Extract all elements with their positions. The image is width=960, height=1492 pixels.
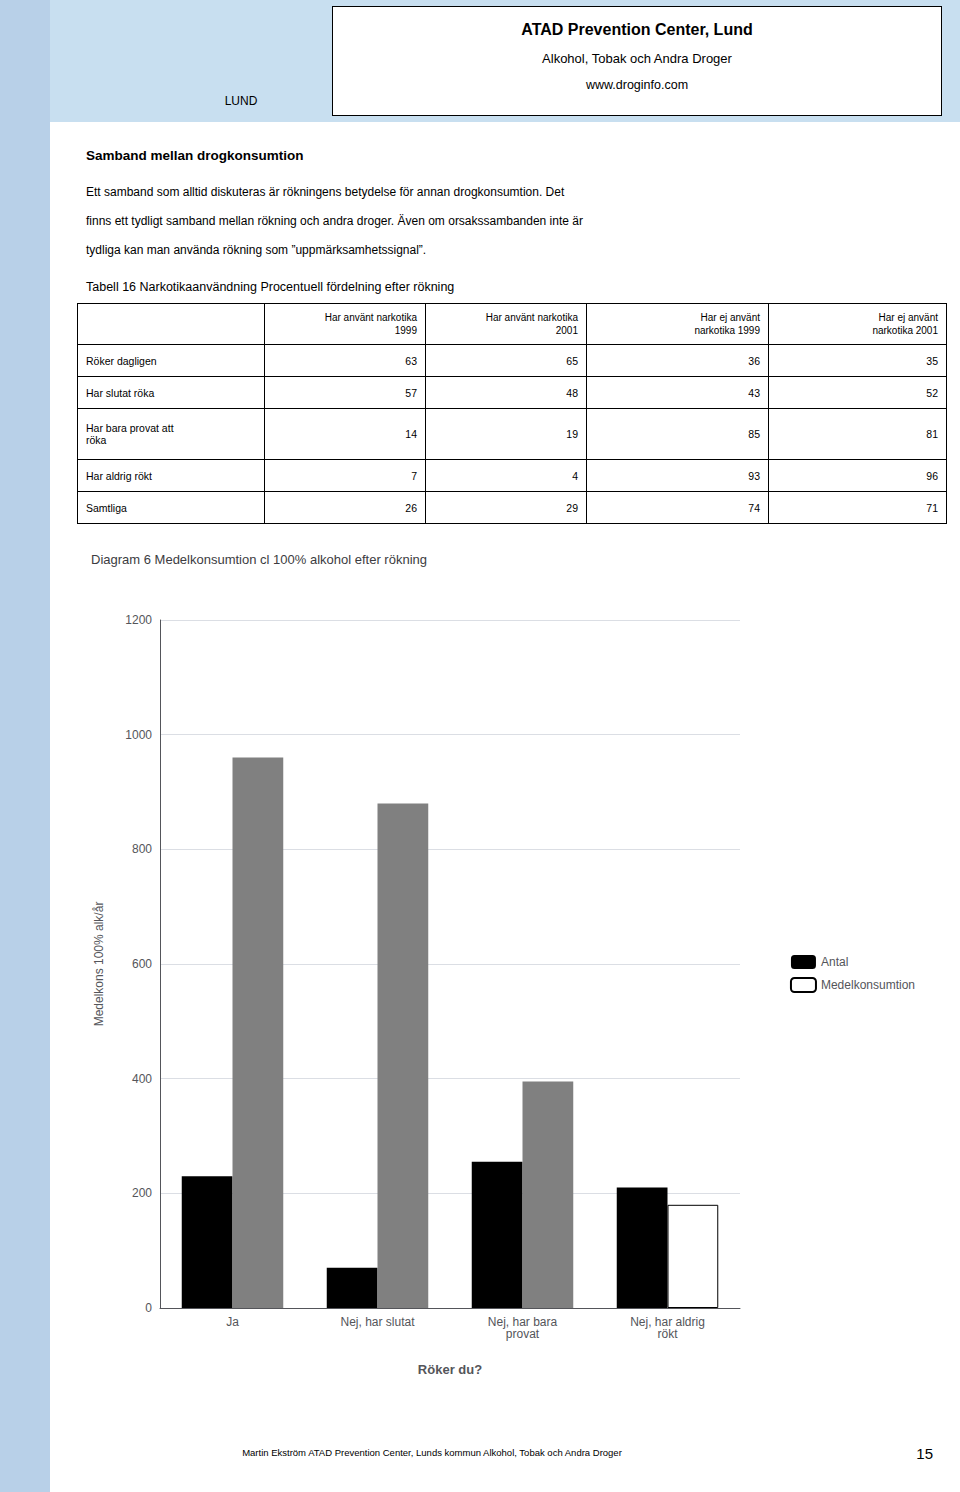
svg-text:1000: 1000 — [125, 728, 152, 742]
svg-text:Medelkons 100% alk/år: Medelkons 100% alk/år — [92, 902, 106, 1027]
html-text:Har använt narkotika 1999: Har använt narkotika 1999 — [324, 312, 417, 336]
svg-text:0: 0 — [145, 1301, 152, 1315]
svg-text:Nej, har slutat: Nej, har slutat — [340, 1315, 415, 1329]
svg-text:Nej, har aldrig: Nej, har aldrig — [630, 1315, 705, 1329]
svg-text:400: 400 — [132, 1072, 152, 1086]
html-text:63: 63 — [405, 354, 417, 367]
svg-text:Ja: Ja — [226, 1315, 239, 1329]
html-text:7: 7 — [411, 469, 417, 482]
html-text:71: 71 — [926, 501, 938, 514]
html-text:Röker dagligen: Röker dagligen — [86, 354, 157, 367]
html-text:www.droginfo.com: www.droginfo.com — [585, 78, 689, 92]
html-text:Samband mellan drogkonsumtion: Samband mellan drogkonsumtion — [86, 148, 304, 163]
html-text:85: 85 — [748, 428, 760, 440]
html-text:93: 93 — [748, 469, 760, 482]
svg-text:rökt: rökt — [657, 1327, 678, 1341]
svg-text:800: 800 — [132, 842, 152, 856]
html-text:65: 65 — [566, 354, 578, 367]
html-text:Har aldrig rökt: Har aldrig rökt — [86, 469, 152, 482]
svg-text:provat: provat — [506, 1327, 540, 1341]
html-text:ATAD Prevention Center, Lund: ATAD Prevention Center, Lund — [521, 21, 753, 38]
html-text:19: 19 — [566, 428, 578, 440]
svg-text:Diagram 6 Medelkonsumtion cl 1: Diagram 6 Medelkonsumtion cl 100% alkoho… — [91, 552, 427, 567]
svg-text:1200: 1200 — [125, 613, 152, 627]
svg-text:Nej, har bara: Nej, har bara — [487, 1315, 558, 1329]
html-text:81: 81 — [926, 428, 938, 440]
html-text:74: 74 — [748, 501, 760, 514]
html-text:4: 4 — [572, 469, 578, 482]
html-text:14: 14 — [405, 428, 417, 440]
html-text:LUND: LUND — [224, 94, 258, 108]
html-text:48: 48 — [566, 386, 578, 399]
svg-text:Röker du?: Röker du? — [418, 1362, 482, 1377]
html-text:Martin Ekström ATAD Prevention: Martin Ekström ATAD Prevention Center, L… — [242, 1447, 622, 1458]
html-text:Samtliga: Samtliga — [86, 501, 127, 514]
svg-text:200: 200 — [132, 1186, 152, 1200]
html-text:29: 29 — [566, 501, 578, 514]
html-text:Har ej använt narkotika 1999: Har ej använt narkotika 1999 — [694, 312, 760, 336]
svg-text:Antal: Antal — [821, 955, 848, 969]
html-text:26: 26 — [405, 501, 417, 514]
svg-text:600: 600 — [132, 957, 152, 971]
html-text:tydliga kan man använda röknin: tydliga kan man använda rökning som ”upp… — [86, 242, 427, 257]
html-text:52: 52 — [926, 386, 938, 399]
html-text:Har ej använt narkotika 2001: Har ej använt narkotika 2001 — [872, 312, 938, 336]
html-text:finns ett tydligt samband mell: finns ett tydligt samband mellan rökning… — [86, 213, 583, 228]
html-text:36: 36 — [748, 354, 760, 367]
html-text:Har bara provat att röka: Har bara provat att röka — [86, 422, 174, 446]
html-text:15: 15 — [916, 1445, 933, 1462]
html-text:43: 43 — [748, 386, 760, 399]
html-text:Alkohol, Tobak och Andra Droge: Alkohol, Tobak och Andra Droger — [542, 51, 732, 66]
html-text:96: 96 — [926, 469, 938, 482]
html-text:Tabell 16 Narkotikaanvändning: Tabell 16 Narkotikaanvändning Procentuel… — [86, 280, 455, 294]
html-text:57: 57 — [405, 386, 417, 399]
html-text:Har använt narkotika 2001: Har använt narkotika 2001 — [485, 312, 578, 336]
svg-text:Medelkonsumtion: Medelkonsumtion — [821, 978, 915, 992]
html-text:Ett samband som alltid diskute: Ett samband som alltid diskuteras är rök… — [86, 185, 565, 199]
html-text:Har slutat röka: Har slutat röka — [86, 386, 155, 399]
html-text:35: 35 — [926, 354, 938, 367]
